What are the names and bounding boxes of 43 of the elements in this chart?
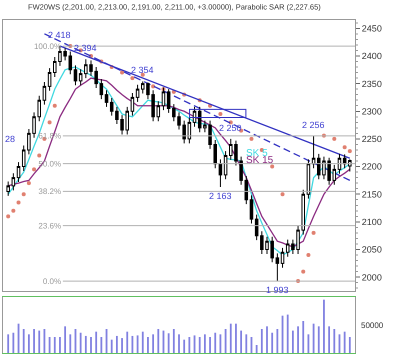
y2-tick-label: 0.0% xyxy=(42,276,62,286)
annotation: 2 354 xyxy=(131,65,154,75)
annotation: 28 xyxy=(5,134,16,144)
point xyxy=(249,136,254,141)
point xyxy=(48,120,52,124)
y2-tick-label: 23.6% xyxy=(38,221,62,230)
annotation: 2 256 xyxy=(302,120,325,130)
annotation: 2 250 xyxy=(219,123,242,133)
y-tick-label: 2300 xyxy=(362,106,382,116)
series-label: SK 15 xyxy=(246,155,274,166)
point xyxy=(16,200,21,205)
text: 50000 xyxy=(361,321,384,330)
annotation: 1 993 xyxy=(266,285,289,295)
point xyxy=(22,192,26,196)
y2-tick-label: 38.2% xyxy=(38,187,62,196)
point xyxy=(348,149,352,154)
y-tick-label: 2200 xyxy=(362,162,382,172)
point xyxy=(11,208,16,213)
point xyxy=(120,70,124,75)
y-tick-label: 2250 xyxy=(362,134,382,144)
point xyxy=(52,104,57,108)
point xyxy=(218,112,222,116)
point xyxy=(332,136,336,141)
y-tick-label: 2350 xyxy=(362,78,382,89)
y-tick-label: 2050 xyxy=(362,244,382,255)
point xyxy=(301,270,306,274)
annotation: 2 163 xyxy=(209,191,232,201)
point xyxy=(306,253,310,258)
y-tick-label: 2400 xyxy=(362,51,382,62)
point xyxy=(342,145,347,150)
y-tick-label: 2450 xyxy=(362,23,382,34)
point xyxy=(130,76,134,80)
y-tick-label: 2100 xyxy=(362,217,382,228)
point xyxy=(37,154,42,158)
y-tick-label: 2000 xyxy=(362,272,382,282)
y2-tick-label: 100.0% xyxy=(34,42,62,51)
point xyxy=(312,230,316,235)
point xyxy=(6,214,10,218)
point xyxy=(270,164,274,169)
point xyxy=(26,181,31,186)
point xyxy=(32,167,36,172)
y-tick-label: 2150 xyxy=(362,189,382,200)
point xyxy=(280,192,285,196)
